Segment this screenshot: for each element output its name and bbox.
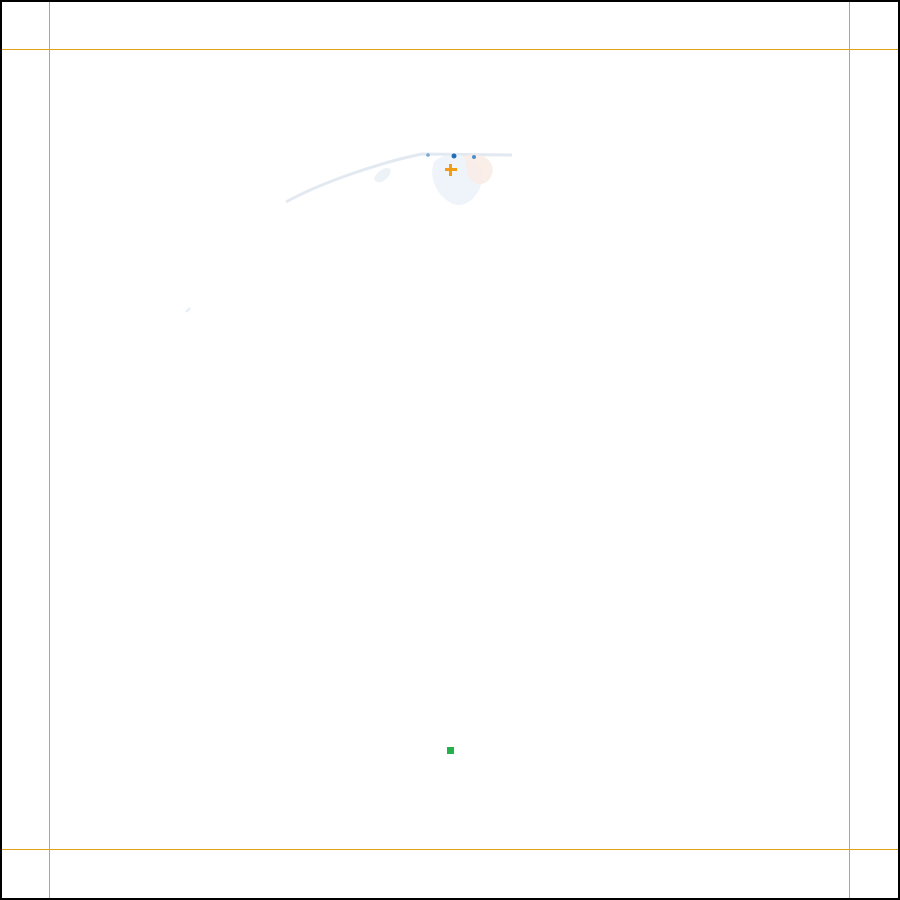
artwork-left-swirl bbox=[374, 167, 391, 183]
artwork-blue-dot bbox=[451, 153, 457, 159]
artwork-dash bbox=[185, 307, 191, 313]
green-square-marker-icon[interactable] bbox=[447, 747, 454, 754]
artwork-arc-stroke bbox=[285, 152, 513, 204]
artwork-blue-dot bbox=[472, 155, 476, 159]
artwork-blue-dot bbox=[426, 153, 430, 157]
plus-crosshair-icon[interactable] bbox=[445, 164, 457, 176]
artwork-peach-blob bbox=[464, 154, 493, 184]
